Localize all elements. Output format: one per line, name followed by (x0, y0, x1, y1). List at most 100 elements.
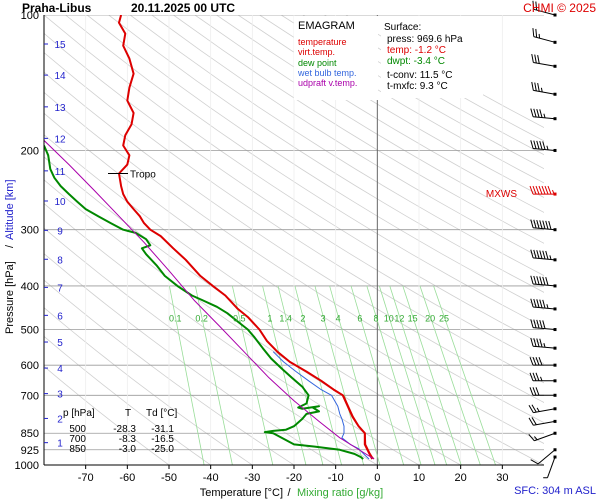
wind-barb-flag (533, 249, 537, 259)
wind-barb-flag (534, 82, 537, 92)
wind-barb-flag (532, 185, 537, 195)
wind-barb (530, 319, 557, 332)
series-virt-temp- (150, 229, 375, 460)
pressure-tick-label: 200 (21, 145, 39, 157)
wind-barb-flag (529, 372, 534, 381)
wind-barb-half (540, 87, 543, 93)
wind-barb-flag (532, 372, 537, 381)
x-tick-label: -60 (119, 472, 135, 484)
mixing-ratio-line (329, 285, 381, 465)
wind-barb-flag (548, 220, 552, 230)
wind-barb-station (553, 455, 557, 459)
wind-barb-flag (530, 459, 539, 465)
altitude-tick-label: 8 (57, 255, 63, 266)
wind-barb-flag (530, 298, 534, 308)
surface-tmxfc: t-mxfc: 9.3 °C (387, 81, 448, 92)
wind-barb-flag (535, 1, 538, 11)
wind-barb-half (546, 145, 549, 150)
wind-barb-staff (533, 420, 556, 426)
surface-tconv: t-conv: 11.5 °C (387, 70, 453, 81)
dry-adiabat (86, 15, 544, 310)
wind-barb-station (553, 379, 557, 383)
dry-adiabat (44, 52, 544, 384)
sounding-datetime: 20.11.2025 00 UTC (131, 1, 236, 15)
wind-barb (532, 0, 557, 17)
altitude-tick-label: 12 (54, 134, 66, 145)
surface-press: press: 969.6 hPa (387, 34, 463, 45)
wind-barb-station (553, 419, 557, 423)
wind-barb-flag (538, 356, 543, 366)
wind-barb-flag (539, 140, 543, 150)
wind-barb-flag (537, 82, 540, 92)
altitude-tick-label: 11 (55, 167, 66, 178)
wind-barb-flag (529, 185, 534, 195)
legend: EMAGRAM temperature virt.temp. dew point… (294, 16, 378, 100)
wind-barb-half (543, 113, 546, 118)
altitude-tick-label: 9 (57, 226, 63, 237)
wind-barb-station (553, 393, 557, 397)
wind-barb (528, 404, 557, 414)
wind-barb-flag (542, 220, 546, 229)
wind-barb-flag (542, 276, 546, 286)
table-row-500-t: -28.3 (113, 424, 136, 435)
mixing-ratio-label: 8 (373, 313, 378, 323)
wind-barb-flag (530, 275, 534, 285)
mixing-ratio-label: 1 (267, 313, 272, 323)
wind-barb-half (533, 436, 538, 441)
wind-barb-flag (536, 140, 540, 150)
wind-barb-staff (533, 36, 556, 43)
mixing-ratio-label: 10 (384, 313, 394, 323)
wind-barb-station (553, 448, 557, 452)
pressure-tick-label: 400 (21, 281, 39, 293)
wind-barb-flag (534, 54, 537, 64)
wind-barb-station (553, 40, 557, 44)
altitude-tick-label: 2 (57, 414, 63, 425)
mixing-ratio-line (314, 285, 365, 465)
dry-adiabat (44, 91, 544, 424)
wind-barb-flag (533, 275, 537, 285)
x-axis-title-mixing-ratio: Mixing ratio [g/kg] (297, 487, 383, 499)
wind-barb-station (553, 328, 557, 332)
wind-barb-flag (531, 53, 534, 63)
y-axis-title-altitude: Altitude [km] (4, 179, 16, 240)
wind-barb (529, 387, 557, 397)
wind-barb-flag (530, 319, 534, 328)
dry-adiabat (173, 15, 544, 244)
wind-barb-flag (531, 417, 537, 425)
wind-barb-station (553, 64, 557, 68)
wind-barb-flag (535, 387, 540, 396)
pressure-tick-label: 925 (21, 445, 39, 457)
wind-barb-half (543, 343, 546, 348)
mixing-ratio-line (169, 285, 205, 465)
wind-barb (529, 356, 557, 367)
wind-barb-flag (542, 141, 546, 150)
wind-barb-staff (533, 283, 556, 287)
wind-barb-staff (533, 89, 556, 95)
wind-barb-flag (535, 185, 540, 195)
wind-barb-flag (528, 404, 534, 413)
wind-barb (529, 185, 557, 196)
wind-barb-half (552, 189, 555, 195)
wind-barb (531, 81, 557, 96)
wind-barb-flag (536, 250, 540, 259)
wind-barb (530, 298, 557, 311)
wind-barb-flag (537, 55, 540, 64)
series-udpraft-v-temp- (44, 140, 375, 460)
mxws-label: MXWS (486, 189, 517, 200)
wind-barb-staff (533, 148, 556, 151)
wind-barb-flag (528, 433, 535, 442)
altitude-tick-label: 3 (57, 390, 63, 401)
wind-barb-station (553, 363, 557, 367)
wind-barb-station (553, 431, 557, 435)
mixing-ratio-label: 25 (439, 313, 449, 323)
wind-barb-flag (533, 319, 537, 329)
altitude-tick-label: 4 (57, 364, 63, 375)
wind-barb (530, 448, 557, 465)
x-tick-label: -30 (244, 472, 260, 484)
x-tick-label: 20 (455, 472, 467, 484)
altitude-tick-label: 7 (57, 283, 63, 294)
table-row-700-p: 700 (69, 434, 86, 445)
wind-barb-flag (533, 298, 537, 308)
y-axis-title: Pressure [hPa] (4, 261, 16, 334)
wind-barb-staff (533, 327, 556, 331)
